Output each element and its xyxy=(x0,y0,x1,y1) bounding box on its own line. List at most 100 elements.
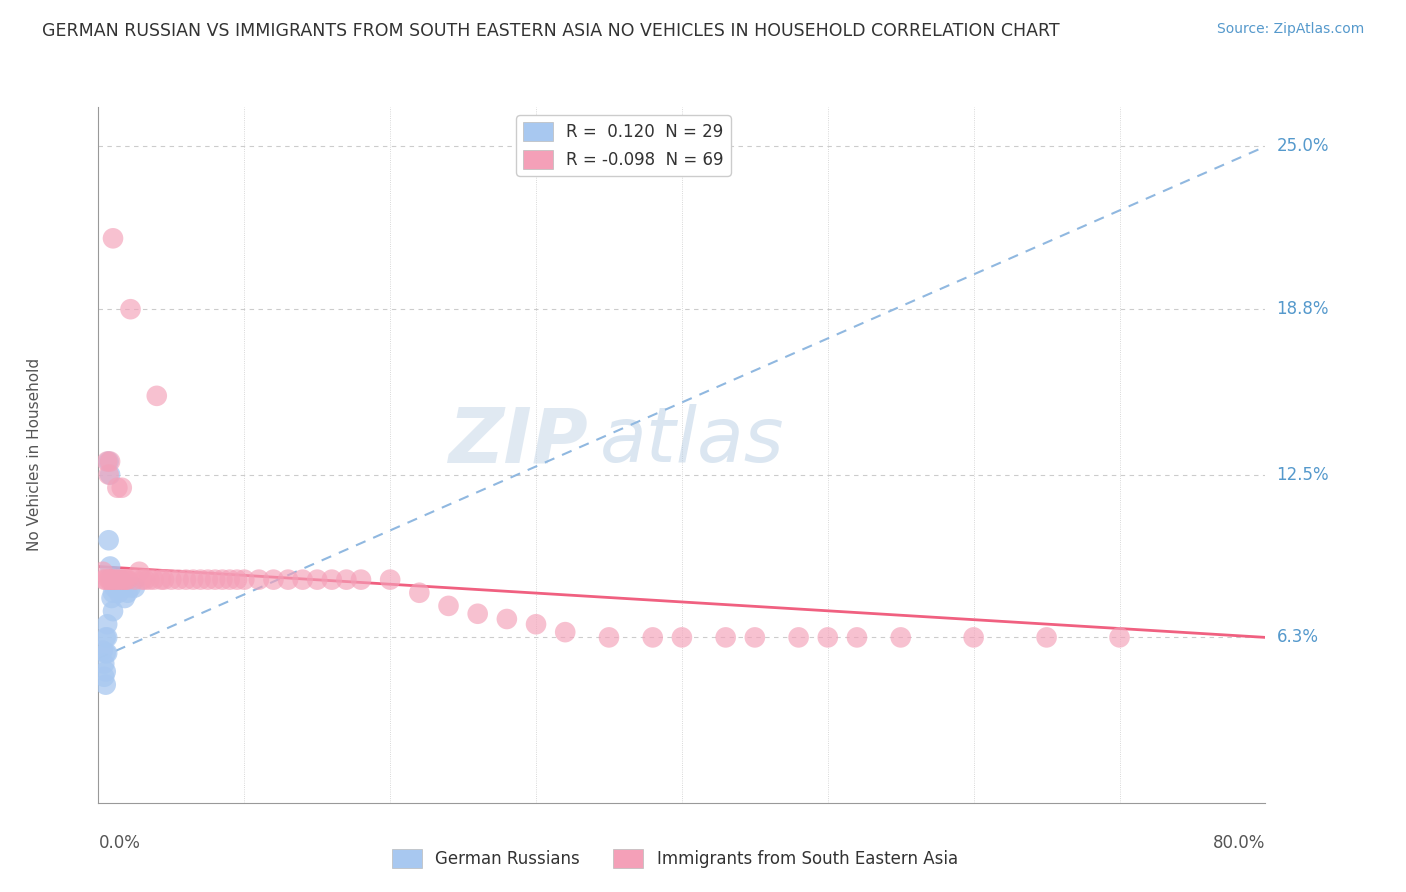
Point xyxy=(437,599,460,613)
Point xyxy=(277,573,299,587)
Point xyxy=(153,573,176,587)
Legend: R =  0.120  N = 29, R = -0.098  N = 69: R = 0.120 N = 29, R = -0.098 N = 69 xyxy=(516,115,731,176)
Point xyxy=(641,631,664,645)
Text: atlas: atlas xyxy=(600,404,785,478)
Point xyxy=(101,231,124,245)
Point xyxy=(218,573,240,587)
Point xyxy=(91,643,114,657)
Text: 80.0%: 80.0% xyxy=(1213,834,1265,853)
Point xyxy=(1108,631,1130,645)
Point xyxy=(845,631,868,645)
Point xyxy=(94,631,117,645)
Text: ZIP: ZIP xyxy=(449,404,589,478)
Point xyxy=(100,573,122,587)
Point xyxy=(110,573,132,587)
Point xyxy=(103,573,125,587)
Point xyxy=(96,631,118,645)
Point xyxy=(108,586,131,600)
Point xyxy=(111,581,134,595)
Point xyxy=(110,573,132,587)
Point xyxy=(167,573,190,587)
Point xyxy=(117,586,139,600)
Point xyxy=(817,631,839,645)
Point xyxy=(962,631,984,645)
Point xyxy=(104,573,127,587)
Point xyxy=(111,481,134,495)
Point xyxy=(100,573,122,587)
Point xyxy=(1035,631,1057,645)
Point xyxy=(101,586,124,600)
Point xyxy=(291,573,314,587)
Point xyxy=(94,678,117,692)
Point xyxy=(408,586,430,600)
Point xyxy=(226,573,249,587)
Text: 18.8%: 18.8% xyxy=(1277,301,1329,318)
Point xyxy=(890,631,912,645)
Point xyxy=(98,573,121,587)
Point xyxy=(96,617,118,632)
Point xyxy=(495,612,517,626)
Point xyxy=(124,581,146,595)
Point xyxy=(117,573,139,587)
Point xyxy=(120,302,142,317)
Point xyxy=(138,573,160,587)
Point xyxy=(101,573,124,587)
Point xyxy=(97,533,120,548)
Point xyxy=(93,657,115,671)
Point xyxy=(714,631,737,645)
Point xyxy=(104,573,127,587)
Point xyxy=(247,573,270,587)
Point xyxy=(197,573,219,587)
Point xyxy=(598,631,620,645)
Point xyxy=(97,467,120,482)
Point xyxy=(120,581,142,595)
Point xyxy=(97,573,120,587)
Text: 6.3%: 6.3% xyxy=(1277,628,1319,647)
Point xyxy=(134,573,156,587)
Point xyxy=(96,646,118,660)
Point xyxy=(142,573,165,587)
Point xyxy=(94,646,117,660)
Point xyxy=(787,631,810,645)
Point xyxy=(114,573,136,587)
Point xyxy=(96,454,118,468)
Point xyxy=(112,573,135,587)
Point xyxy=(204,573,226,587)
Point xyxy=(98,454,121,468)
Point xyxy=(91,565,114,579)
Point xyxy=(524,617,547,632)
Point xyxy=(97,454,120,468)
Point xyxy=(350,573,373,587)
Point xyxy=(190,573,212,587)
Point xyxy=(744,631,766,645)
Point xyxy=(124,573,146,587)
Point xyxy=(131,573,153,587)
Point xyxy=(115,573,138,587)
Point xyxy=(378,573,402,587)
Point xyxy=(211,573,233,587)
Point xyxy=(103,581,125,595)
Point xyxy=(146,389,169,403)
Text: 0.0%: 0.0% xyxy=(98,834,141,853)
Text: 25.0%: 25.0% xyxy=(1277,137,1329,155)
Text: No Vehicles in Household: No Vehicles in Household xyxy=(27,359,42,551)
Point xyxy=(150,573,173,587)
Point xyxy=(94,665,117,679)
Point xyxy=(262,573,284,587)
Point xyxy=(307,573,329,587)
Point xyxy=(554,625,576,640)
Point xyxy=(100,591,122,605)
Point xyxy=(108,573,131,587)
Point xyxy=(105,581,128,595)
Text: 12.5%: 12.5% xyxy=(1277,466,1329,483)
Point xyxy=(93,573,115,587)
Point xyxy=(671,631,693,645)
Text: Source: ZipAtlas.com: Source: ZipAtlas.com xyxy=(1216,22,1364,37)
Point xyxy=(94,573,117,587)
Point xyxy=(233,573,256,587)
Point xyxy=(174,573,197,587)
Point xyxy=(98,467,121,482)
Point xyxy=(467,607,489,621)
Point xyxy=(93,670,115,684)
Point xyxy=(181,573,204,587)
